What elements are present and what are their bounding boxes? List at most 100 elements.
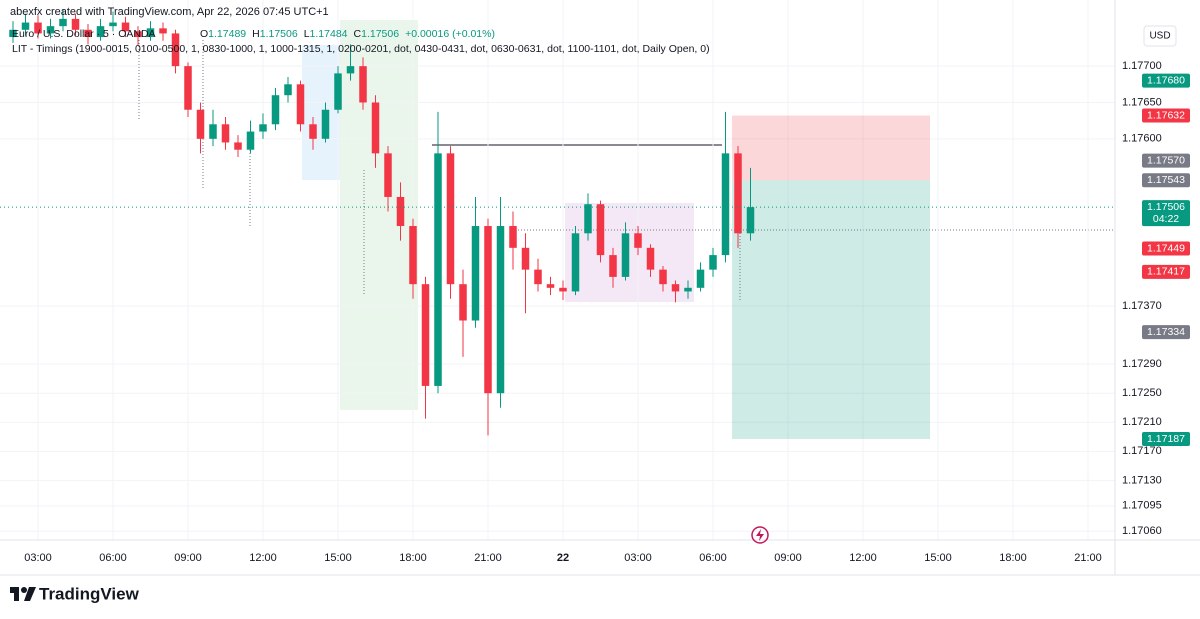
ohlc-key: H xyxy=(252,28,260,40)
candle-body xyxy=(446,153,455,285)
y-tick-label: 1.17095 xyxy=(1122,500,1162,512)
candle-body xyxy=(84,29,92,38)
candle-body xyxy=(9,29,17,38)
candle-body xyxy=(246,131,255,150)
candle-body xyxy=(109,22,117,27)
ohlc-value: 1.17506 xyxy=(260,28,298,40)
candle-body xyxy=(709,255,717,270)
candle-body xyxy=(459,284,467,321)
price-badge-label: 1.17543 xyxy=(1147,174,1185,186)
candle-body xyxy=(21,22,30,30)
candle-body xyxy=(646,247,655,270)
x-tick-label: 06:00 xyxy=(699,552,727,564)
ohlc-key: O xyxy=(200,28,208,40)
candle-body xyxy=(721,153,730,256)
candle-body xyxy=(571,233,580,292)
logo: TradingView xyxy=(10,584,140,603)
logo-text: TradingView xyxy=(39,584,140,603)
y-tick-label: 1.17370 xyxy=(1122,300,1162,312)
x-tick-label: 21:00 xyxy=(474,552,502,564)
candle-body xyxy=(421,284,430,386)
event-bolt xyxy=(756,529,764,541)
price-badge-label: 1.17449 xyxy=(1147,242,1185,254)
price-badge xyxy=(1142,325,1190,340)
price-badge xyxy=(1142,431,1190,446)
candle-body xyxy=(496,226,505,394)
ohlc-value: 1.17506 xyxy=(361,28,399,40)
session-zone xyxy=(302,45,340,180)
ohlc-key: L xyxy=(304,28,310,40)
candle-body xyxy=(521,247,530,270)
axes: 1.17700 1.17650 1.17600 1.17370 1.17290 1.172… xyxy=(24,60,1162,564)
candle-body xyxy=(359,66,367,103)
candle-body xyxy=(234,142,242,150)
session-zones xyxy=(138,20,1115,410)
candle-body xyxy=(46,26,55,34)
indicator: LIT - Timings (1900-0015, 0100-0500, 1, … xyxy=(12,43,710,55)
ohlc-key: C xyxy=(354,28,362,40)
candle-body xyxy=(309,124,317,139)
logo-mark xyxy=(24,587,36,601)
ohlc-legend: O 1.17489 H 1.17506 L 1.17484 C 1.17506 +0.00016… xyxy=(200,28,495,40)
candle-body xyxy=(221,124,230,143)
candle-body xyxy=(209,124,217,139)
price-badge-label: 1.17187 xyxy=(1147,433,1185,445)
credit: abexfx created with TradingView.com, Apr… xyxy=(10,6,329,18)
candle-body xyxy=(371,102,380,154)
candle-body xyxy=(546,284,555,288)
price-badge xyxy=(1142,173,1190,188)
candle-body xyxy=(334,73,342,110)
candle-body xyxy=(34,22,42,34)
candle-body xyxy=(384,153,392,197)
candle-body xyxy=(134,31,142,38)
candle-body xyxy=(59,18,67,27)
x-tick-label: 12:00 xyxy=(249,552,277,564)
x-tick-label: 03:00 xyxy=(624,552,652,564)
x-tick-label: 22 xyxy=(557,552,569,564)
candle-body xyxy=(159,28,167,34)
position-tool xyxy=(732,115,930,439)
price-badge xyxy=(1142,264,1190,279)
price-labels: 1.17680 1.17632 1.17570 1.17543 1.1750604:22… xyxy=(1142,73,1190,446)
y-tick-label: 1.17650 xyxy=(1122,96,1162,108)
candle-body xyxy=(96,26,105,38)
candle-body xyxy=(346,66,355,74)
candle-body xyxy=(671,284,680,292)
ohlc-value: 1.17489 xyxy=(208,28,246,40)
event-icon[interactable] xyxy=(751,526,769,544)
x-tick-label: 06:00 xyxy=(99,552,127,564)
candle-body xyxy=(584,204,592,234)
ohlc-value: +0.00016 (+0.01%) xyxy=(405,28,495,40)
candle-body xyxy=(696,269,705,288)
y-tick-label: 1.17290 xyxy=(1122,358,1162,370)
price-badge-label: 1.17506 xyxy=(1147,201,1185,213)
candle-body xyxy=(196,109,205,139)
x-tick-label: 18:00 xyxy=(999,552,1027,564)
price-badge xyxy=(1142,241,1190,256)
candle-body xyxy=(746,207,755,234)
candle-body xyxy=(121,22,130,32)
ohlc-value: 1.17484 xyxy=(310,28,348,40)
y-tick-label: 1.17130 xyxy=(1122,474,1162,486)
candle-body xyxy=(321,109,330,139)
candle-body xyxy=(184,66,192,110)
candle-body xyxy=(596,204,605,256)
y-tick-label: 1.17600 xyxy=(1122,133,1162,145)
currency[interactable]: USD xyxy=(1149,31,1170,42)
candle-body xyxy=(396,196,405,227)
candles xyxy=(0,9,1115,436)
symbol: Euro / U.S. Dollar · 5 · OANDA xyxy=(12,28,156,40)
candle-body xyxy=(621,233,630,277)
session-zone xyxy=(340,20,418,410)
currency-box[interactable] xyxy=(1143,25,1177,47)
candle-body xyxy=(434,153,442,386)
price-badge-label: 1.17417 xyxy=(1147,266,1185,278)
price-badge xyxy=(1142,153,1190,168)
candle-body xyxy=(684,287,692,292)
x-tick-label: 09:00 xyxy=(174,552,202,564)
x-tick-label: 09:00 xyxy=(774,552,802,564)
price-badge-label: 1.17632 xyxy=(1147,109,1185,121)
y-tick-label: 1.17700 xyxy=(1122,60,1162,72)
price-badge-label: 1.17570 xyxy=(1147,154,1185,166)
